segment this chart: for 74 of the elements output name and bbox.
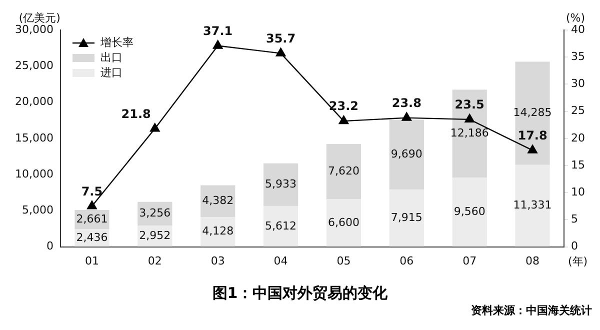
- bar: [452, 90, 487, 178]
- y2-tick-label: 20: [571, 131, 586, 144]
- bar: [326, 199, 362, 247]
- y-tick-label: 30,000: [14, 22, 54, 36]
- x-tick-label: 08: [526, 254, 540, 268]
- data-label: 2,436: [76, 230, 108, 244]
- point: [87, 200, 97, 210]
- x-tick-label: 05: [336, 254, 351, 268]
- data-label: 9,690: [390, 147, 422, 160]
- y2-tick-label: 25: [571, 104, 586, 118]
- legend-label: 增长率: [99, 36, 134, 49]
- y2-tick-label: 30: [571, 77, 586, 90]
- bar: [515, 62, 550, 165]
- x-tick-label: 07: [462, 254, 477, 268]
- data-label: 7.5: [81, 184, 103, 198]
- data-label: 14,285: [513, 106, 552, 120]
- point: [338, 115, 349, 124]
- x-axis-title: (年): [568, 255, 588, 268]
- y2-tick-label: 0: [571, 240, 578, 253]
- data-label: 23.5: [454, 98, 484, 112]
- y2-tick-label: 40: [571, 22, 586, 36]
- bar: [515, 164, 550, 247]
- x-tick-label: 06: [400, 254, 414, 268]
- y-axis-title: (亿美元): [18, 11, 60, 24]
- data-label: 7,915: [390, 211, 422, 224]
- y2-axis-title: (%): [566, 11, 586, 24]
- text: 资料来源：中国海关统计: [470, 303, 592, 318]
- y-tick-label: 15,000: [14, 131, 54, 144]
- data-label: 9,560: [454, 205, 486, 218]
- bar: [263, 206, 298, 247]
- x-tick-label: 03: [210, 254, 225, 268]
- bar: [389, 120, 424, 190]
- data-label: 5,933: [265, 178, 297, 191]
- point: [528, 144, 538, 154]
- point: [212, 40, 223, 49]
- data-label: 2,661: [76, 212, 108, 226]
- y-tick-label: 10,000: [14, 167, 54, 180]
- point: [402, 112, 412, 121]
- y-tick-label: 25,000: [14, 58, 54, 72]
- point: [464, 114, 475, 123]
- data-label: 12,186: [450, 126, 489, 140]
- data-label: 4,382: [202, 194, 234, 207]
- data-label: 4,128: [202, 224, 234, 238]
- x-tick-label: 02: [148, 254, 162, 268]
- x-tick-label: 04: [274, 254, 288, 268]
- bar: [326, 144, 362, 200]
- x-tick-label: 01: [84, 254, 99, 268]
- data-label: 17.8: [518, 128, 548, 142]
- point: [276, 48, 286, 56]
- bar: [389, 190, 424, 247]
- legend-label: 进口: [100, 66, 122, 79]
- text: 图1：中国对外贸易的变化: [211, 284, 389, 303]
- y-tick-label: 5,000: [22, 204, 54, 217]
- data-label: 37.1: [203, 24, 233, 38]
- data-label: 6,600: [328, 216, 360, 229]
- bar: [263, 163, 298, 206]
- y2-tick-label: 10: [571, 185, 586, 198]
- data-label: 7,620: [328, 164, 360, 178]
- data-label: 35.7: [266, 31, 296, 46]
- y2-tick-label: 15: [571, 158, 586, 172]
- data-label: 2,952: [139, 228, 171, 242]
- point: [150, 123, 160, 132]
- data-label: 23.8: [392, 96, 422, 110]
- bar: [452, 178, 487, 247]
- data-label: 11,331: [513, 198, 552, 212]
- data-label: 23.2: [328, 99, 359, 114]
- y-tick-label: 0: [46, 240, 54, 253]
- data-label: 21.8: [121, 106, 151, 121]
- legend-label: 出口: [100, 50, 122, 64]
- y2-tick-label: 5: [571, 212, 578, 226]
- data-label: 3,256: [139, 206, 171, 220]
- data-label: 5,612: [265, 219, 297, 232]
- y-tick-label: 20,000: [14, 95, 54, 108]
- y2-tick-label: 35: [571, 50, 586, 63]
